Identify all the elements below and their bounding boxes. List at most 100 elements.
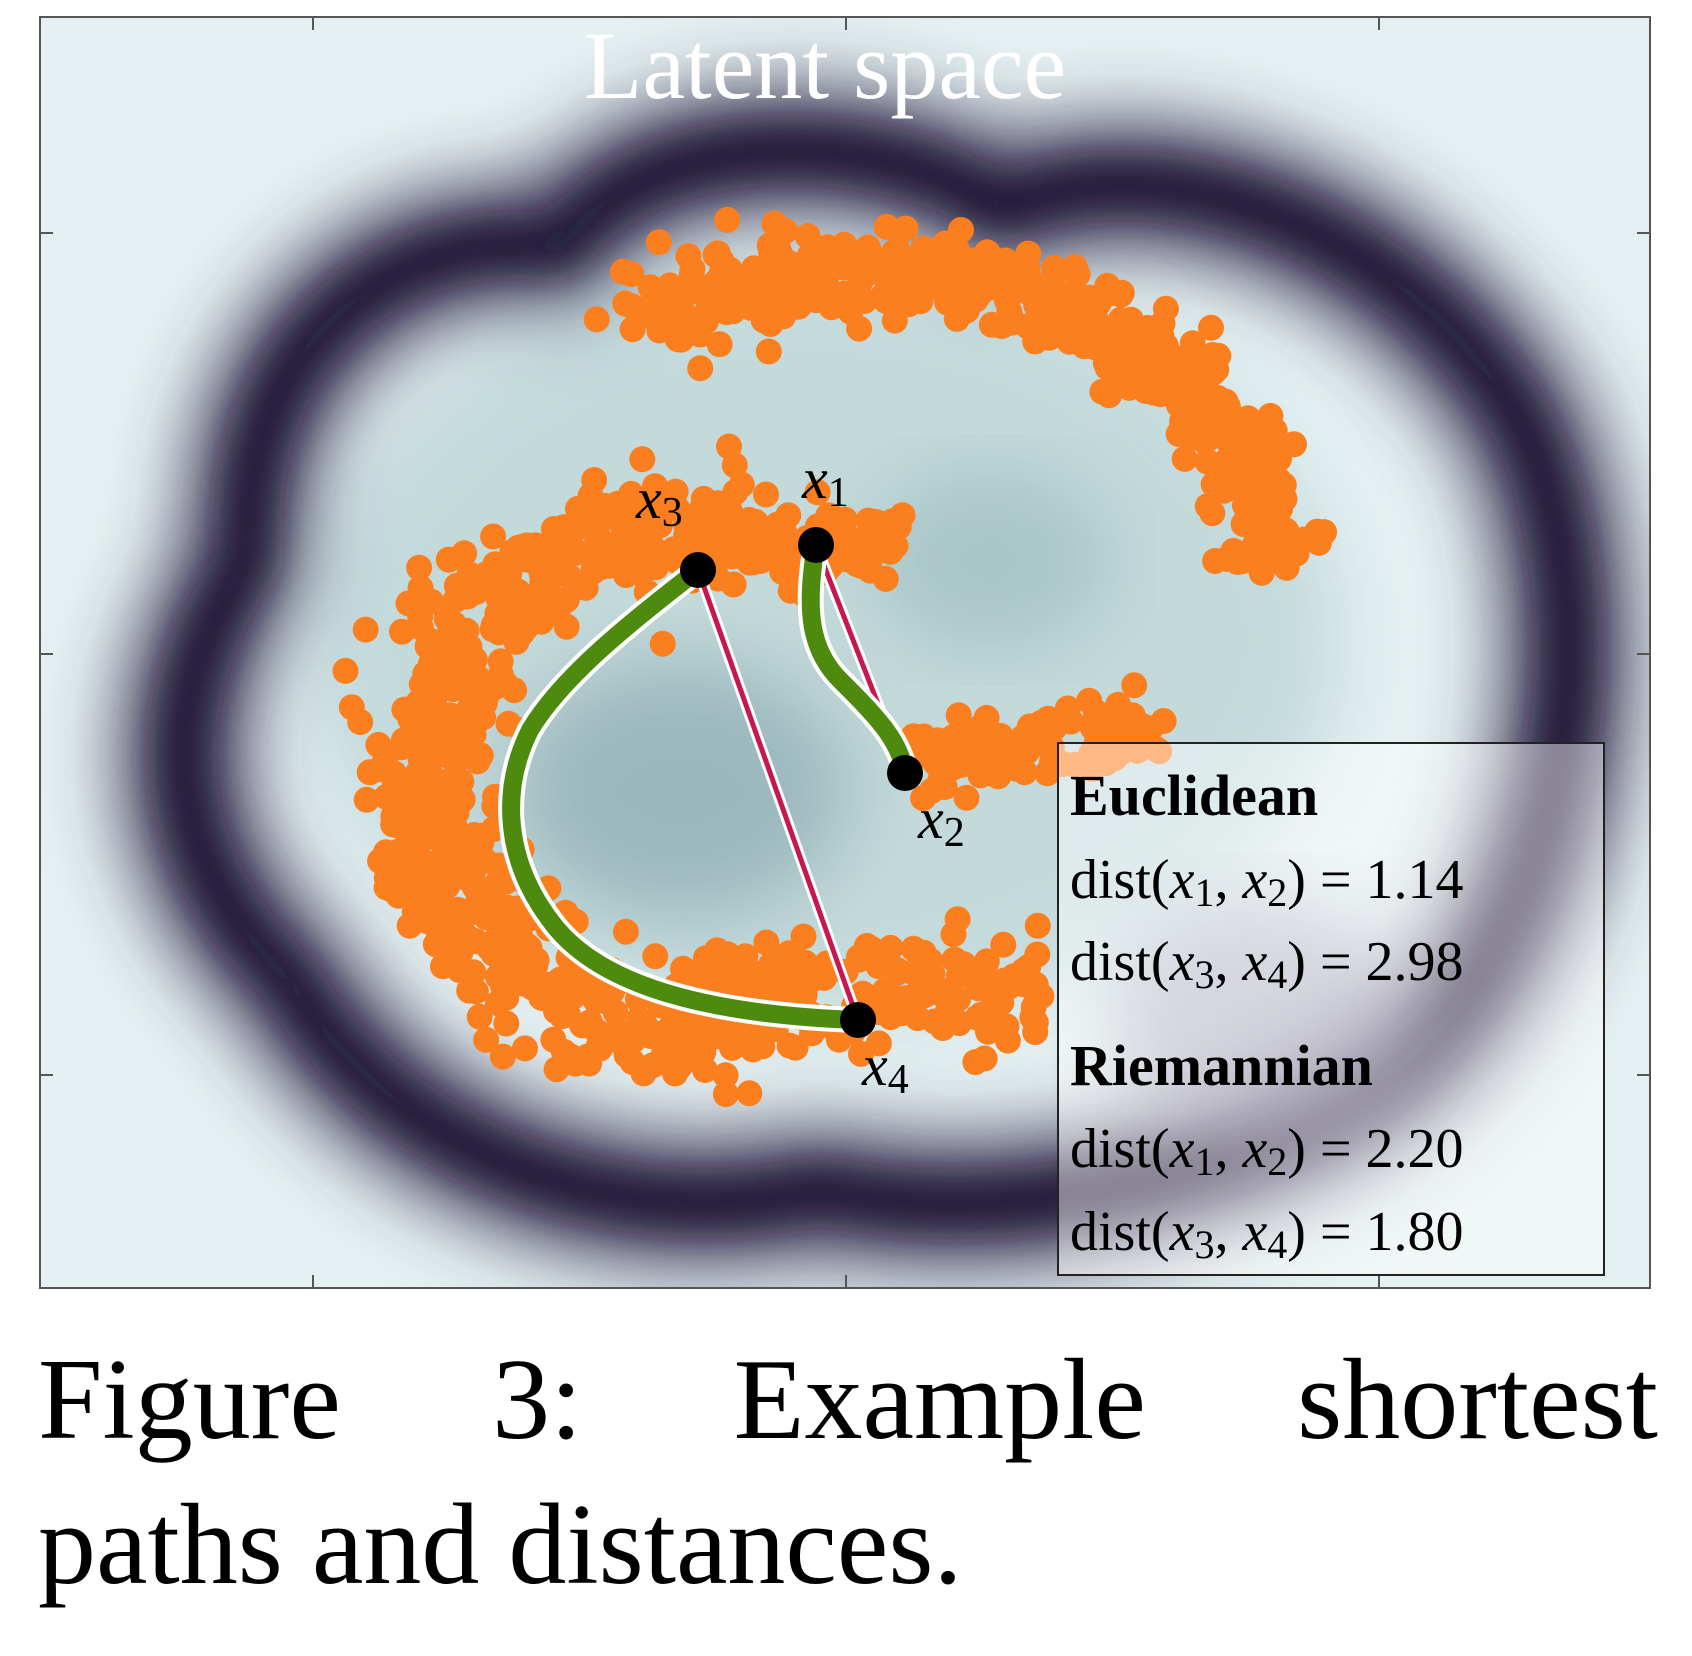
- axis-ticks: [40, 17, 1650, 1288]
- scatter-point: [610, 258, 636, 285]
- scatter-point: [921, 1008, 948, 1035]
- scatter-point: [1311, 519, 1338, 546]
- euclidean-path-x3-x4-core: [695, 567, 861, 1023]
- legend-euclidean-row-1: dist(x1, x2) = 1.14: [1070, 849, 1464, 915]
- scatter-point: [642, 943, 669, 970]
- scatter-point: [347, 709, 374, 735]
- scatter-point: [422, 931, 449, 958]
- scatter-point: [454, 583, 481, 610]
- scatter-point: [553, 586, 580, 613]
- scatter-point: [1040, 263, 1067, 290]
- scatter-point: [736, 1080, 763, 1107]
- scatter-point: [918, 777, 945, 804]
- scatter-point: [1074, 750, 1101, 777]
- scatter-point: [945, 702, 972, 729]
- scatter-point: [1261, 477, 1288, 504]
- scatter-point: [1248, 414, 1275, 441]
- scatter-point: [804, 479, 831, 506]
- scatter-point: [409, 823, 436, 850]
- scatter-point: [1210, 410, 1237, 437]
- scatter-point: [1199, 500, 1226, 527]
- scatter-point: [706, 331, 733, 358]
- scatter-point: [953, 784, 980, 811]
- scatter-point: [975, 1018, 1001, 1045]
- figure-caption-line-2: paths and distances.: [38, 1481, 963, 1609]
- scatter-point: [629, 446, 656, 473]
- scatter-point: [768, 281, 795, 308]
- scatter-point: [973, 704, 1000, 731]
- scatter-point: [583, 306, 610, 333]
- scatter-point: [722, 1017, 749, 1044]
- scatter-point: [498, 576, 525, 603]
- scatter-point: [580, 558, 607, 585]
- scatter-point: [440, 733, 467, 760]
- scatter-point: [509, 970, 536, 997]
- scatter-point: [565, 539, 592, 566]
- scatter-point: [927, 980, 954, 1007]
- scatter-point: [757, 962, 784, 989]
- scatter-point: [723, 272, 749, 299]
- scatter-point: [944, 906, 971, 933]
- scatter-point: [1132, 354, 1159, 381]
- scatter-point: [1070, 300, 1097, 327]
- scatter-point: [372, 745, 399, 772]
- scatter-point: [608, 503, 635, 530]
- scatter-point: [1205, 385, 1231, 411]
- scatter-point: [713, 965, 739, 992]
- scatter-point: [1252, 441, 1279, 468]
- scatter-point: [687, 355, 714, 382]
- scatter-point: [664, 326, 691, 353]
- point-x4: [840, 1002, 876, 1038]
- scatter-point: [500, 933, 527, 960]
- scatter-point: [406, 554, 433, 581]
- scatter-point: [547, 966, 574, 993]
- scatter-point: [480, 611, 507, 638]
- scatter-point: [862, 508, 889, 535]
- geodesic-path-x3-x4: [502, 561, 867, 1029]
- scatter-point: [432, 844, 459, 871]
- figure-plot: Latent space x1 x2 x3 x4 Euclidean dist(…: [39, 12, 1651, 1289]
- scatter-point: [921, 266, 948, 293]
- scatter-point: [414, 633, 441, 660]
- scatter-point: [974, 239, 1001, 266]
- scatter-point: [480, 523, 507, 550]
- scatter-point: [831, 506, 858, 533]
- scatter-point: [493, 1010, 520, 1037]
- scatter-point: [740, 255, 767, 282]
- scatter-point: [649, 630, 676, 657]
- scatter-point: [882, 532, 909, 559]
- scatter-point: [814, 234, 841, 261]
- scatter-point: [1130, 322, 1157, 349]
- scatter-point: [1283, 540, 1310, 567]
- scatter-point: [512, 1035, 538, 1062]
- scatter-point: [1121, 672, 1148, 699]
- scatter-point: [473, 1026, 500, 1053]
- scatter-point: [1205, 342, 1232, 369]
- scatter-point: [407, 603, 434, 630]
- scatter-point: [696, 1024, 723, 1051]
- scatter-point: [407, 575, 434, 601]
- scatter-point: [553, 613, 580, 640]
- point-x3: [680, 552, 716, 588]
- scatter-point: [1231, 471, 1257, 498]
- scatter-point: [721, 452, 748, 479]
- scatter-point: [451, 540, 478, 567]
- scatter-point: [1082, 699, 1109, 726]
- scatter-point: [993, 755, 1020, 782]
- scatter-point: [487, 959, 514, 986]
- scatter-point: [453, 864, 480, 891]
- scatter-point: [687, 321, 714, 348]
- scatter-point: [948, 217, 974, 243]
- scatter-point: [722, 479, 749, 505]
- scatter-point: [873, 213, 900, 240]
- scatter-point: [475, 934, 502, 961]
- scatter-point: [458, 828, 485, 855]
- scatter-point: [407, 845, 434, 872]
- scatter-point: [526, 596, 553, 623]
- scatter-point: [1094, 281, 1120, 308]
- scatter-point: [753, 929, 780, 956]
- scatter-point: [543, 1056, 570, 1083]
- scatter-point: [661, 1041, 688, 1068]
- plot-title: Latent space: [584, 12, 1066, 119]
- label-x2: x2: [917, 786, 965, 856]
